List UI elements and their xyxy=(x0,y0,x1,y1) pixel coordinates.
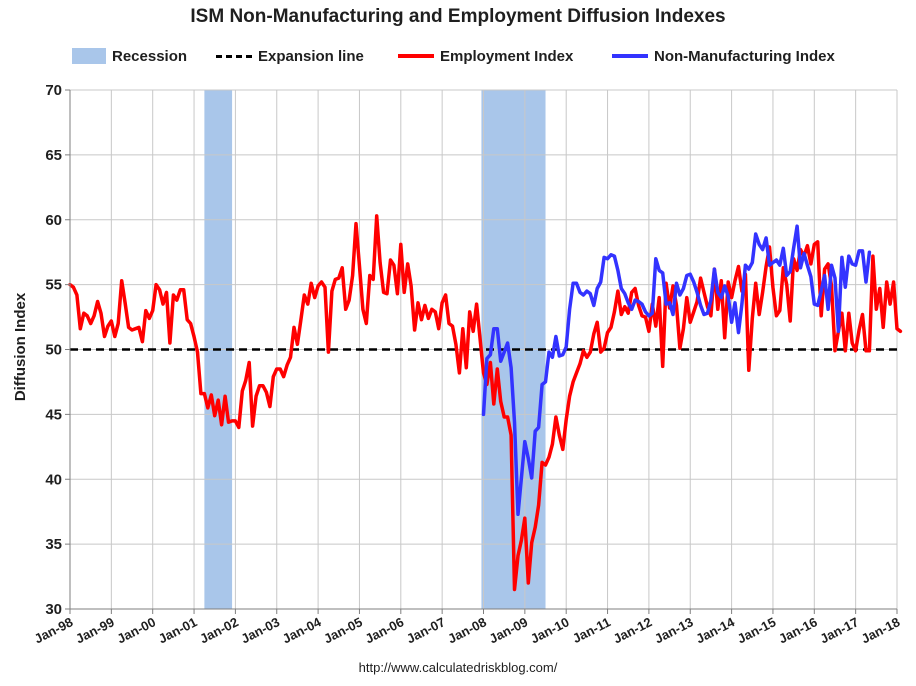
x-tick-label: Jan-18 xyxy=(859,614,903,646)
y-tick-label: 65 xyxy=(45,147,62,164)
red-line-icon xyxy=(398,54,434,58)
blue-line-icon xyxy=(612,54,648,58)
footer-url[interactable]: http://www.calculatedriskblog.com/ xyxy=(358,660,558,675)
series-lines xyxy=(68,214,903,592)
x-tick-label: Jan-00 xyxy=(115,614,159,646)
legend-employment-label: Employment Index xyxy=(440,47,574,65)
x-tick-label: Jan-03 xyxy=(239,614,283,646)
x-tick-label: Jan-02 xyxy=(197,614,241,646)
x-tick-label: Jan-06 xyxy=(363,614,407,646)
x-tick-label: Jan-10 xyxy=(528,614,572,646)
x-tick-label: Jan-15 xyxy=(735,614,779,646)
non-manufacturing-index-line xyxy=(481,224,872,517)
x-tick-label: Jan-12 xyxy=(611,614,655,646)
legend-expansion: Expansion line xyxy=(216,44,364,68)
legend-recession-label: Recession xyxy=(112,47,188,65)
legend: Recession Expansion line Employment Inde… xyxy=(0,44,916,70)
x-tick-label: Jan-17 xyxy=(817,614,861,646)
x-tick-label: Jan-05 xyxy=(321,614,365,646)
chart-title: ISM Non-Manufacturing and Employment Dif… xyxy=(190,6,726,27)
x-tick-label: Jan-01 xyxy=(156,614,200,646)
y-tick-label: 35 xyxy=(45,536,62,553)
x-tick-label: Jan-04 xyxy=(280,614,324,646)
y-tick-label: 50 xyxy=(45,342,62,359)
y-tick-label: 45 xyxy=(45,406,62,423)
legend-recession: Recession xyxy=(72,44,187,68)
legend-expansion-label: Expansion line xyxy=(258,47,364,65)
y-tick-label: 30 xyxy=(45,601,62,618)
x-tick-label: Jan-98 xyxy=(32,614,76,646)
y-tick-labels: 30 35 40 45 50 55 60 65 70 xyxy=(45,82,70,618)
x-tick-labels: Jan-98Jan-99Jan-00Jan-01Jan-02Jan-03Jan-… xyxy=(32,609,903,646)
y-tick-label: 70 xyxy=(45,82,62,99)
x-tick-label: Jan-99 xyxy=(73,614,117,646)
x-tick-label: Jan-11 xyxy=(570,614,613,646)
recession-swatch-icon xyxy=(72,48,106,64)
legend-nonmfg-label: Non-Manufacturing Index xyxy=(654,47,835,65)
y-axis-label: Diffusion Index xyxy=(12,292,29,401)
x-tick-label: Jan-07 xyxy=(404,614,448,646)
x-tick-label: Jan-08 xyxy=(445,614,489,646)
x-tick-label: Jan-16 xyxy=(776,614,820,646)
dashed-line-icon xyxy=(216,54,252,58)
x-tick-label: Jan-14 xyxy=(693,614,737,646)
y-tick-label: 60 xyxy=(45,212,62,229)
legend-employment: Employment Index xyxy=(398,44,573,68)
y-tick-label: 55 xyxy=(45,277,62,294)
legend-nonmfg: Non-Manufacturing Index xyxy=(612,44,835,68)
x-tick-label: Jan-09 xyxy=(487,614,531,646)
x-tick-label: Jan-13 xyxy=(652,614,696,646)
y-tick-label: 40 xyxy=(45,471,62,488)
